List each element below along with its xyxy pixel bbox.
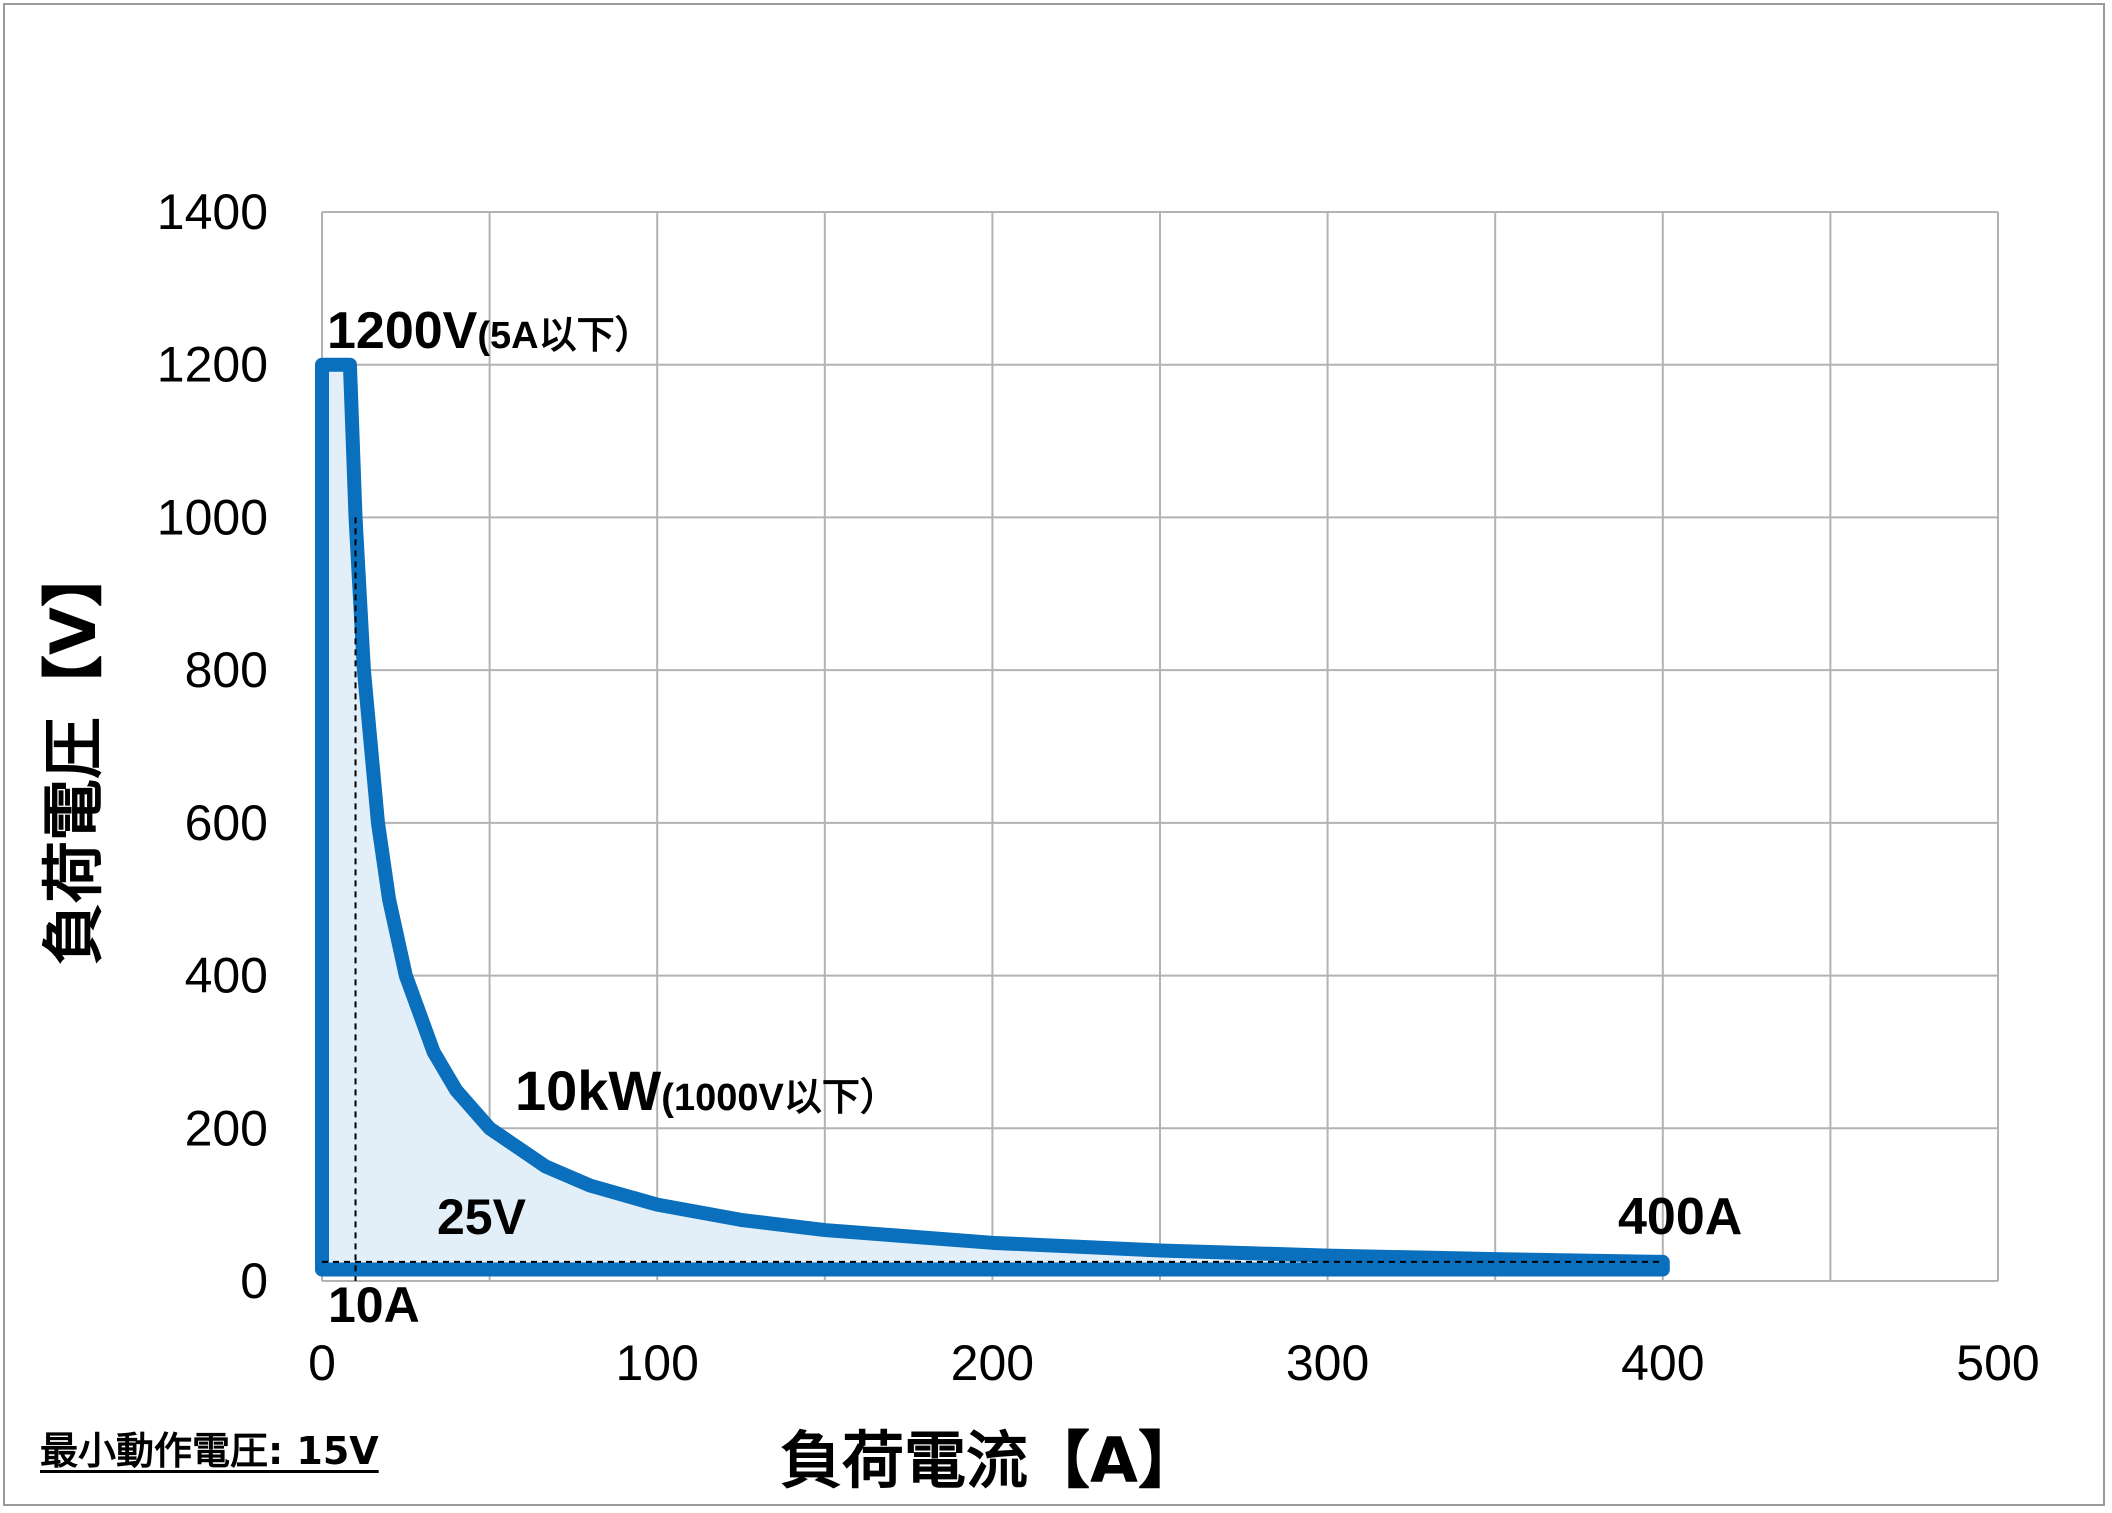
annotation-10kw: 10kW(1000V以下） — [515, 1059, 898, 1122]
annotation-1200v: 1200V(5A以下） — [327, 302, 653, 360]
operating-area-curve — [315, 357, 1670, 1277]
x-tick-label: 500 — [1956, 1335, 2039, 1391]
y-tick-label: 1000 — [157, 489, 268, 545]
annotation-1200v-sub: (5A以下） — [477, 315, 652, 357]
annotation-400a: 400A — [1618, 1188, 1742, 1246]
x-tick-label: 100 — [615, 1335, 698, 1391]
annotation-25v: 25V — [437, 1189, 527, 1245]
min-voltage-note: 最小動作電圧: 15V — [40, 1429, 379, 1473]
y-tick-label: 400 — [185, 948, 268, 1004]
grid — [321, 211, 1999, 1282]
x-tick-label: 200 — [951, 1335, 1034, 1391]
x-axis-title: 負荷電流【A】 — [780, 1424, 1200, 1497]
operating-area-fill — [322, 364, 1663, 1270]
x-tick-label: 300 — [1286, 1335, 1369, 1391]
reference-lines — [322, 517, 1663, 1281]
annotation-10kw-main: 10kW — [515, 1059, 661, 1122]
annotation-10kw-sub: (1000V以下） — [661, 1077, 898, 1119]
y-axis-title: 負荷電圧【V】 — [37, 545, 110, 965]
tick-labels: 0 100 200 300 400 500 0 200 400 600 800 1000 1200 140… — [157, 184, 2040, 1391]
y-tick-label: 800 — [185, 642, 268, 698]
y-tick-label: 1400 — [157, 184, 268, 240]
x-tick-label: 0 — [308, 1335, 336, 1391]
y-tick-label: 0 — [240, 1253, 268, 1309]
x-tick-label: 400 — [1621, 1335, 1704, 1391]
y-tick-label: 200 — [185, 1100, 268, 1156]
chart-frame — [3, 3, 2105, 1506]
curve-layer — [315, 357, 1670, 1277]
y-tick-label: 1200 — [157, 337, 268, 393]
annotation-1200v-main: 1200V — [327, 302, 478, 360]
annotation-10a: 10A — [328, 1277, 420, 1333]
y-tick-label: 600 — [185, 795, 268, 851]
